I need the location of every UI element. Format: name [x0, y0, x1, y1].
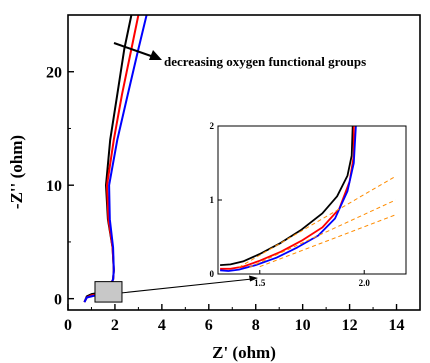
x-tick-label: 2: [111, 317, 119, 334]
series-line-2: [83, 15, 148, 303]
annotation-arrow-shaft: [113, 42, 152, 57]
inset-x-tick-label: 2.0: [359, 278, 371, 288]
inset-fit-line-4: [249, 199, 396, 268]
zoom-arrow-head: [249, 275, 258, 282]
inset-x-tick-label: 1.5: [254, 278, 266, 288]
annotation-arrow-head: [149, 50, 162, 60]
inset-series-line-2: [220, 126, 357, 272]
inset-fit-line-5: [259, 214, 396, 268]
inset-ticks: 1.5 2.0 0 1 2: [210, 121, 371, 288]
inset-background: [218, 126, 406, 274]
x-axis-label: Z' (ohm): [212, 343, 276, 362]
series-line-1: [83, 15, 140, 303]
x-tick-label: 8: [252, 317, 260, 334]
x-tick-label: 6: [205, 317, 213, 334]
zoom-arrow: [121, 278, 253, 294]
zoom-region-box: [94, 281, 123, 303]
y-axis-label: -Z'' (ohm): [7, 135, 26, 209]
inset-plot: 1.5 2.0 0 1 2: [210, 121, 407, 288]
inset-y-tick-label: 1: [210, 195, 215, 205]
series-line-0: [83, 15, 133, 303]
inset-fit-line-3: [238, 175, 396, 268]
inset-series-line-0: [220, 126, 354, 266]
y-tick-label: 20: [46, 65, 62, 82]
plot-frame: [67, 14, 421, 311]
x-tick-label: 0: [64, 317, 72, 334]
y-tick-label: 0: [54, 292, 62, 309]
y-tick-label: 10: [46, 178, 62, 195]
inset-y-tick-label: 2: [210, 121, 215, 131]
x-tick-label: 10: [295, 317, 311, 334]
annotation-text: decreasing oxygen functional groups: [164, 54, 366, 69]
inset-y-tick-label: 0: [210, 269, 215, 279]
inset-series-group: [220, 126, 396, 272]
x-tick-label: 4: [158, 317, 166, 334]
main-series-group: [83, 15, 148, 303]
x-tick-label: 12: [342, 317, 358, 334]
x-tick-label: 14: [389, 317, 405, 334]
